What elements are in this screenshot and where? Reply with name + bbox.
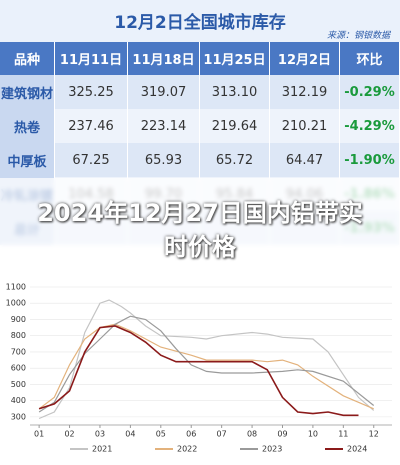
legend-label: 2022	[177, 445, 197, 454]
header-title: 12月2日全国城市库存	[114, 13, 286, 33]
y-tick-label: 300	[11, 412, 26, 421]
column-header: 12月2日	[270, 42, 340, 75]
cell: 237.46	[55, 109, 128, 143]
cell: 64.47	[270, 143, 340, 177]
series-line	[38, 323, 374, 410]
x-tick-label: 01	[34, 430, 44, 439]
cell: 312.19	[270, 75, 340, 109]
x-tick-label: 09	[277, 430, 287, 439]
legend-label: 2021	[92, 445, 112, 454]
y-tick-label: 800	[11, 331, 26, 340]
chart: 300 400 500 600 700 800 900 1000 1100 01 02 03 04 05 0…	[6, 283, 392, 454]
x-tick-label: 10	[308, 430, 318, 439]
x-tick-label: 08	[247, 430, 257, 439]
column-header: 11月25日	[200, 42, 270, 75]
y-tick-label: 1000	[6, 299, 26, 308]
y-tick-label: 1100	[6, 283, 26, 292]
cell: 313.10	[200, 75, 270, 109]
cell: -4.29%	[340, 109, 400, 143]
column-header: 11月18日	[128, 42, 200, 75]
series-line	[38, 325, 359, 417]
y-tick-label: 900	[11, 315, 26, 324]
cell: 325.25	[55, 75, 128, 109]
cell: 219.64	[200, 109, 270, 143]
row-label: 热卷	[0, 109, 55, 143]
row-label: 中厚板	[0, 143, 55, 177]
x-tick-label: 02	[64, 430, 74, 439]
x-tick-label: 07	[217, 430, 227, 439]
x-tick-label: 03	[95, 430, 105, 439]
cell: 67.25	[55, 143, 128, 177]
cell: 319.07	[128, 75, 200, 109]
column-header: 品种	[0, 42, 55, 75]
cell: -1.90%	[340, 143, 400, 177]
legend-label: 2023	[262, 445, 282, 454]
cell: -0.29%	[340, 75, 400, 109]
x-tick-label: 06	[186, 430, 196, 439]
y-tick-label: 600	[11, 364, 26, 373]
overlay	[0, 178, 400, 278]
cell: 210.21	[270, 109, 340, 143]
y-tick-label: 700	[11, 347, 26, 356]
column-header: 11月11日	[55, 42, 128, 75]
cell: 65.72	[200, 143, 270, 177]
row-label: 建筑钢材	[0, 75, 55, 109]
x-tick-label: 04	[125, 430, 135, 439]
legend-label: 2024	[347, 445, 367, 454]
x-tick-label: 05	[156, 430, 166, 439]
overlay-title: 2024年12月27日国内铝带实时价格	[37, 199, 363, 261]
x-tick-label: 12	[369, 430, 379, 439]
cell: 223.14	[128, 109, 200, 143]
header-source: 来源：钢银数据	[326, 31, 390, 41]
y-tick-label: 400	[11, 396, 26, 405]
header-bar	[0, 0, 400, 42]
column-header: 环比	[340, 42, 400, 75]
x-tick-label: 11	[338, 430, 348, 439]
y-tick-label: 500	[11, 380, 26, 389]
cell: 65.93	[128, 143, 200, 177]
series-line	[38, 315, 375, 413]
series-line	[38, 299, 375, 420]
